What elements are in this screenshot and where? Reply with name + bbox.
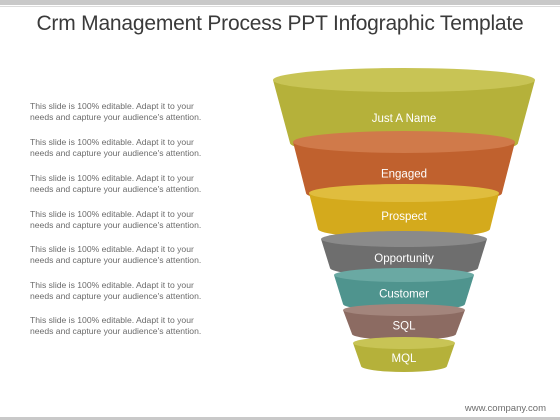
description-line: This slide is 100% editable. Adapt it to… <box>30 173 194 183</box>
top-decor-line <box>0 6 560 7</box>
description-line: This slide is 100% editable. Adapt it to… <box>30 101 194 111</box>
funnel-stage-body <box>309 193 499 238</box>
description-item: This slide is 100% editable. Adapt it to… <box>30 101 260 123</box>
funnel-stage-label: Prospect <box>381 211 427 223</box>
funnel-stage-label: SQL <box>392 320 416 332</box>
slide-title: Crm Management Process PPT Infographic T… <box>36 12 524 35</box>
description-line: This slide is 100% editable. Adapt it to… <box>30 315 194 325</box>
description-line: needs and capture your audience's attent… <box>30 112 202 122</box>
funnel-stage-top <box>334 268 474 282</box>
funnel-stage: SQL <box>343 304 465 340</box>
funnel-stage: Customer <box>334 268 474 311</box>
description-line: This slide is 100% editable. Adapt it to… <box>30 280 194 290</box>
funnel-stage-top <box>343 304 465 316</box>
funnel-stage-top <box>321 231 487 247</box>
description-line: This slide is 100% editable. Adapt it to… <box>30 209 194 219</box>
funnel-stage-label: Opportunity <box>374 253 434 265</box>
funnel-stage-body <box>321 239 487 276</box>
description-line: needs and capture your audience's attent… <box>30 148 202 158</box>
funnel-stage-top <box>353 337 455 349</box>
description-line: needs and capture your audience's attent… <box>30 291 202 301</box>
description-line: needs and capture your audience's attent… <box>30 184 202 194</box>
description-item: This slide is 100% editable. Adapt it to… <box>30 244 260 266</box>
funnel-stage: MQL <box>353 337 455 372</box>
description-line: needs and capture your audience's attent… <box>30 326 202 336</box>
description-line: needs and capture your audience's attent… <box>30 255 202 265</box>
funnel-stage-top <box>309 184 499 202</box>
funnel-stage-body <box>343 310 465 340</box>
bottom-decor-line <box>0 417 560 420</box>
description-item: This slide is 100% editable. Adapt it to… <box>30 280 260 302</box>
funnel-stage-body <box>353 343 455 372</box>
funnel-stage: Prospect <box>309 184 499 238</box>
funnel-stage-label: Engaged <box>381 169 427 181</box>
funnel-stage-label: MQL <box>392 353 418 365</box>
description-item: This slide is 100% editable. Adapt it to… <box>30 173 260 195</box>
footer-url: www.company.com <box>464 403 546 414</box>
description-line: This slide is 100% editable. Adapt it to… <box>30 244 194 254</box>
funnel-stage-label: Customer <box>379 288 429 300</box>
top-decor-bar <box>0 0 560 5</box>
description-line: needs and capture your audience's attent… <box>30 220 202 230</box>
description-line: This slide is 100% editable. Adapt it to… <box>30 137 194 147</box>
funnel-stage-top <box>293 131 515 153</box>
funnel-stage-body <box>334 275 474 311</box>
funnel-stage: Opportunity <box>321 231 487 276</box>
description-item: This slide is 100% editable. Adapt it to… <box>30 137 260 159</box>
description-item: This slide is 100% editable. Adapt it to… <box>30 315 260 337</box>
funnel-stage-top <box>273 68 535 92</box>
description-item: This slide is 100% editable. Adapt it to… <box>30 209 260 231</box>
funnel-stage-label: Just A Name <box>372 113 437 125</box>
